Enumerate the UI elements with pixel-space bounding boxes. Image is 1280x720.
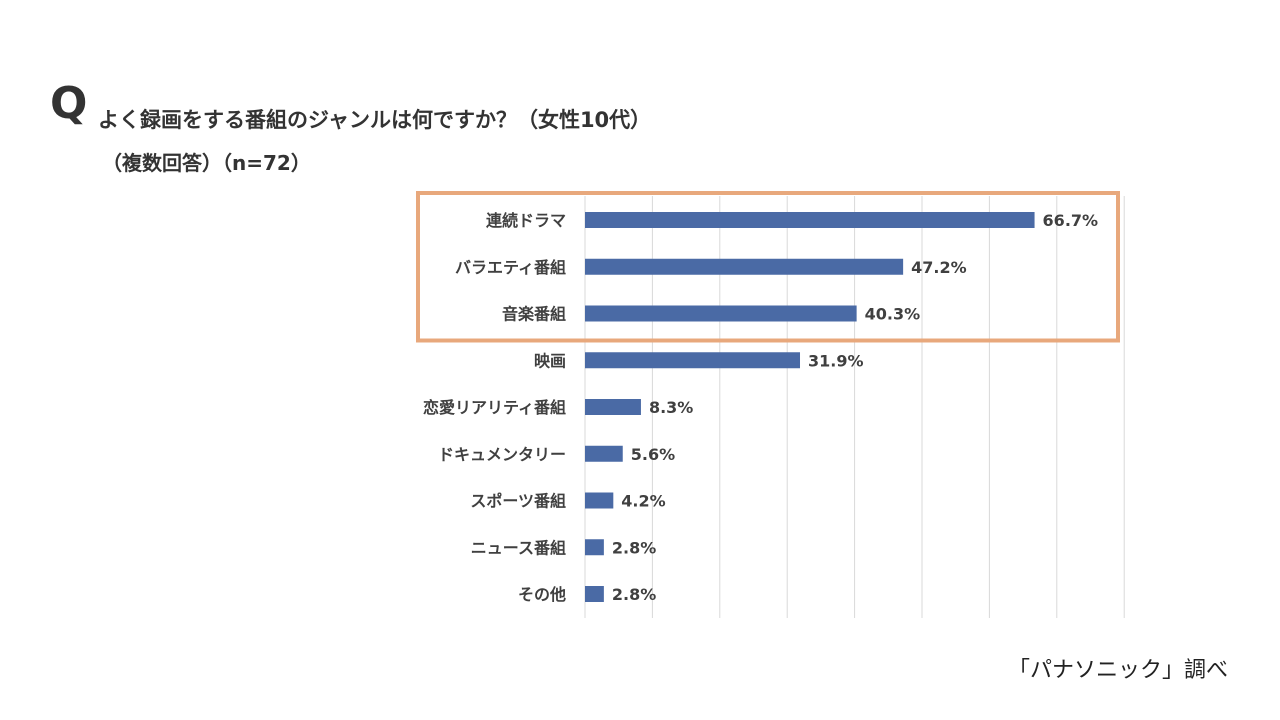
bar-2	[585, 305, 857, 322]
bar-0	[585, 212, 1035, 228]
bar-3	[585, 352, 801, 369]
category-label: 連続ドラマ	[486, 211, 566, 230]
value-label: 2.8%	[612, 538, 656, 557]
value-label: 31.9%	[808, 351, 864, 370]
highlight-box	[416, 191, 1120, 343]
category-label: 映画	[534, 351, 566, 370]
value-label: 47.2%	[911, 258, 967, 277]
value-label: 40.3%	[865, 305, 921, 324]
category-label: 恋愛リアリティ番組	[423, 398, 566, 417]
bar-6	[585, 492, 614, 509]
bars	[585, 212, 1035, 602]
category-label: その他	[518, 585, 566, 604]
bar-5	[585, 445, 623, 462]
category-label: ニュース番組	[471, 538, 566, 557]
bar-4	[585, 399, 641, 415]
value-label: 4.2%	[621, 492, 665, 511]
value-label: 8.3%	[649, 398, 693, 417]
category-label: ドキュメンタリー	[438, 445, 566, 464]
bar-8	[585, 586, 604, 602]
bar-7	[585, 539, 604, 556]
value-label: 2.8%	[612, 585, 656, 604]
category-label: 音楽番組	[502, 305, 566, 324]
question-title: よく録画をする番組のジャンルは何ですか？（女性10代）	[98, 108, 652, 132]
category-label: スポーツ番組	[470, 492, 566, 511]
question-subtitle: （複数回答）（n=72）	[102, 151, 311, 175]
value-label: 5.6%	[631, 445, 675, 464]
category-label: バラエティ番組	[455, 258, 566, 277]
labels: 連続ドラマ 66.7% バラエティ番組 47.2% 音楽番組 40.3% 映画 31.9% 恋愛…	[423, 211, 1098, 604]
value-label: 66.7%	[1043, 211, 1099, 230]
question-mark: Q	[50, 78, 88, 129]
bar-1	[585, 258, 904, 275]
source-credit: 「パナソニック」調べ	[1007, 658, 1228, 683]
